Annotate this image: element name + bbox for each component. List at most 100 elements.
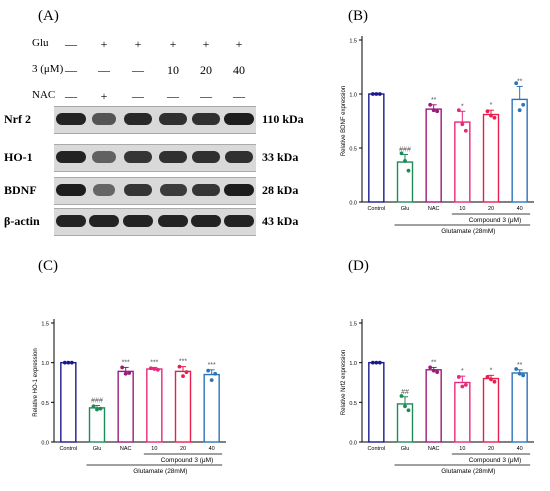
x-tick-label: 40 [209, 446, 215, 452]
treatment-sign: — [65, 37, 77, 51]
blot-strip-bdnf [54, 177, 256, 205]
treatment-sign: 40 [233, 63, 245, 77]
data-point [374, 92, 379, 96]
treatment-sign: 10 [167, 63, 179, 77]
data-point [370, 92, 375, 96]
blot-band [91, 113, 117, 125]
compound-label: Compound 3 (μM) [469, 217, 522, 224]
bar [425, 369, 442, 443]
blot-band [124, 151, 152, 163]
panel-d-letter: (D) [348, 258, 369, 274]
y-tick-label: 0.0 [41, 441, 49, 447]
data-point [91, 404, 96, 409]
bar [482, 113, 500, 203]
treatment-sign: + [169, 37, 177, 51]
bar [203, 373, 220, 443]
y-axis-label: Relative Nrf2 expression [341, 350, 347, 415]
data-point [374, 360, 379, 365]
bar [60, 361, 77, 443]
blot-band [92, 184, 116, 196]
x-tick-label: 10 [459, 206, 465, 212]
y-tick-label: 1.5 [349, 322, 357, 328]
treatment-sign: + [235, 37, 243, 51]
bar [454, 121, 471, 203]
blot-label-ho1: HO-1 [4, 150, 33, 164]
blot-label-nrf2: Nrf 2 [4, 112, 31, 126]
data-point [62, 360, 67, 365]
treatment-sign: — [233, 89, 245, 103]
data-point [399, 394, 404, 398]
significance-mark: ### [91, 398, 103, 405]
data-point [406, 408, 411, 413]
kda-bactin: 43 kDa [262, 214, 299, 228]
blot-band [123, 113, 153, 125]
data-point [492, 379, 497, 384]
kda-nrf2: 110 kDa [262, 112, 304, 126]
data-point [213, 371, 218, 376]
x-tick-label: Glu [93, 446, 102, 452]
bar [368, 361, 385, 443]
treatment-sign: — [65, 63, 77, 77]
significance-mark: *** [150, 359, 158, 366]
blot-band [92, 151, 116, 163]
treatment-sign: + [100, 89, 108, 103]
data-point [521, 102, 526, 107]
significance-mark: * [490, 367, 493, 374]
blot-band [224, 151, 254, 163]
data-point [209, 378, 214, 383]
compound-label: Compound 3 (μM) [161, 457, 214, 464]
data-point [456, 375, 461, 379]
data-point [428, 365, 433, 370]
kda-ho1: 33 kDa [262, 150, 299, 164]
panel-a-letter: (A) [38, 8, 59, 24]
blot-band [123, 215, 153, 227]
blot-band [191, 113, 221, 125]
y-tick-label: 1.0 [349, 361, 357, 367]
significance-mark: ** [517, 78, 523, 85]
blot-band [224, 184, 254, 196]
data-point [155, 367, 160, 372]
blot-band [56, 215, 86, 227]
data-point [95, 407, 99, 412]
significance-mark: * [490, 102, 493, 109]
panel-b-letter: (B) [348, 8, 368, 24]
data-point [184, 370, 189, 375]
nrf2-bar-chart: 0.0 0.5 1.0 1.5 Relative Nrf2 expression Cont… [341, 319, 534, 475]
data-point [514, 367, 519, 371]
blot-strip-bactin [54, 208, 256, 236]
bar [368, 93, 385, 203]
blot-band [158, 151, 188, 163]
significance-mark: *** [179, 359, 187, 366]
data-point [463, 382, 468, 387]
x-tick-label: 40 [517, 446, 523, 452]
blot-band [224, 113, 254, 125]
treatment-sign: — [200, 89, 212, 103]
bar [396, 161, 414, 203]
bar [511, 372, 528, 443]
data-point [152, 367, 157, 371]
data-point [148, 366, 153, 371]
panel-c-letter: (C) [38, 258, 58, 274]
significance-mark: ** [517, 362, 523, 369]
significance-mark: ### [399, 146, 411, 153]
data-point [489, 377, 493, 382]
data-point [456, 108, 461, 113]
glutamate-label: Glutamate (28mM) [441, 228, 495, 235]
blot-band [56, 113, 86, 125]
significance-mark: ## [401, 389, 409, 396]
bar [88, 407, 106, 443]
y-tick-label: 1.5 [41, 322, 49, 328]
significance-mark: ** [431, 359, 437, 366]
bar [511, 98, 528, 203]
data-point [460, 384, 465, 389]
data-point [517, 108, 522, 113]
treatment-sign: — [132, 89, 144, 103]
blot-band [192, 184, 220, 196]
x-tick-label: 40 [517, 206, 523, 212]
significance-mark: *** [122, 359, 130, 366]
data-point [370, 360, 375, 365]
data-point [399, 151, 404, 156]
x-tick-label: 10 [459, 446, 465, 452]
glutamate-label: Glutamate (28mM) [133, 468, 187, 475]
x-tick-label: NAC [120, 446, 132, 452]
